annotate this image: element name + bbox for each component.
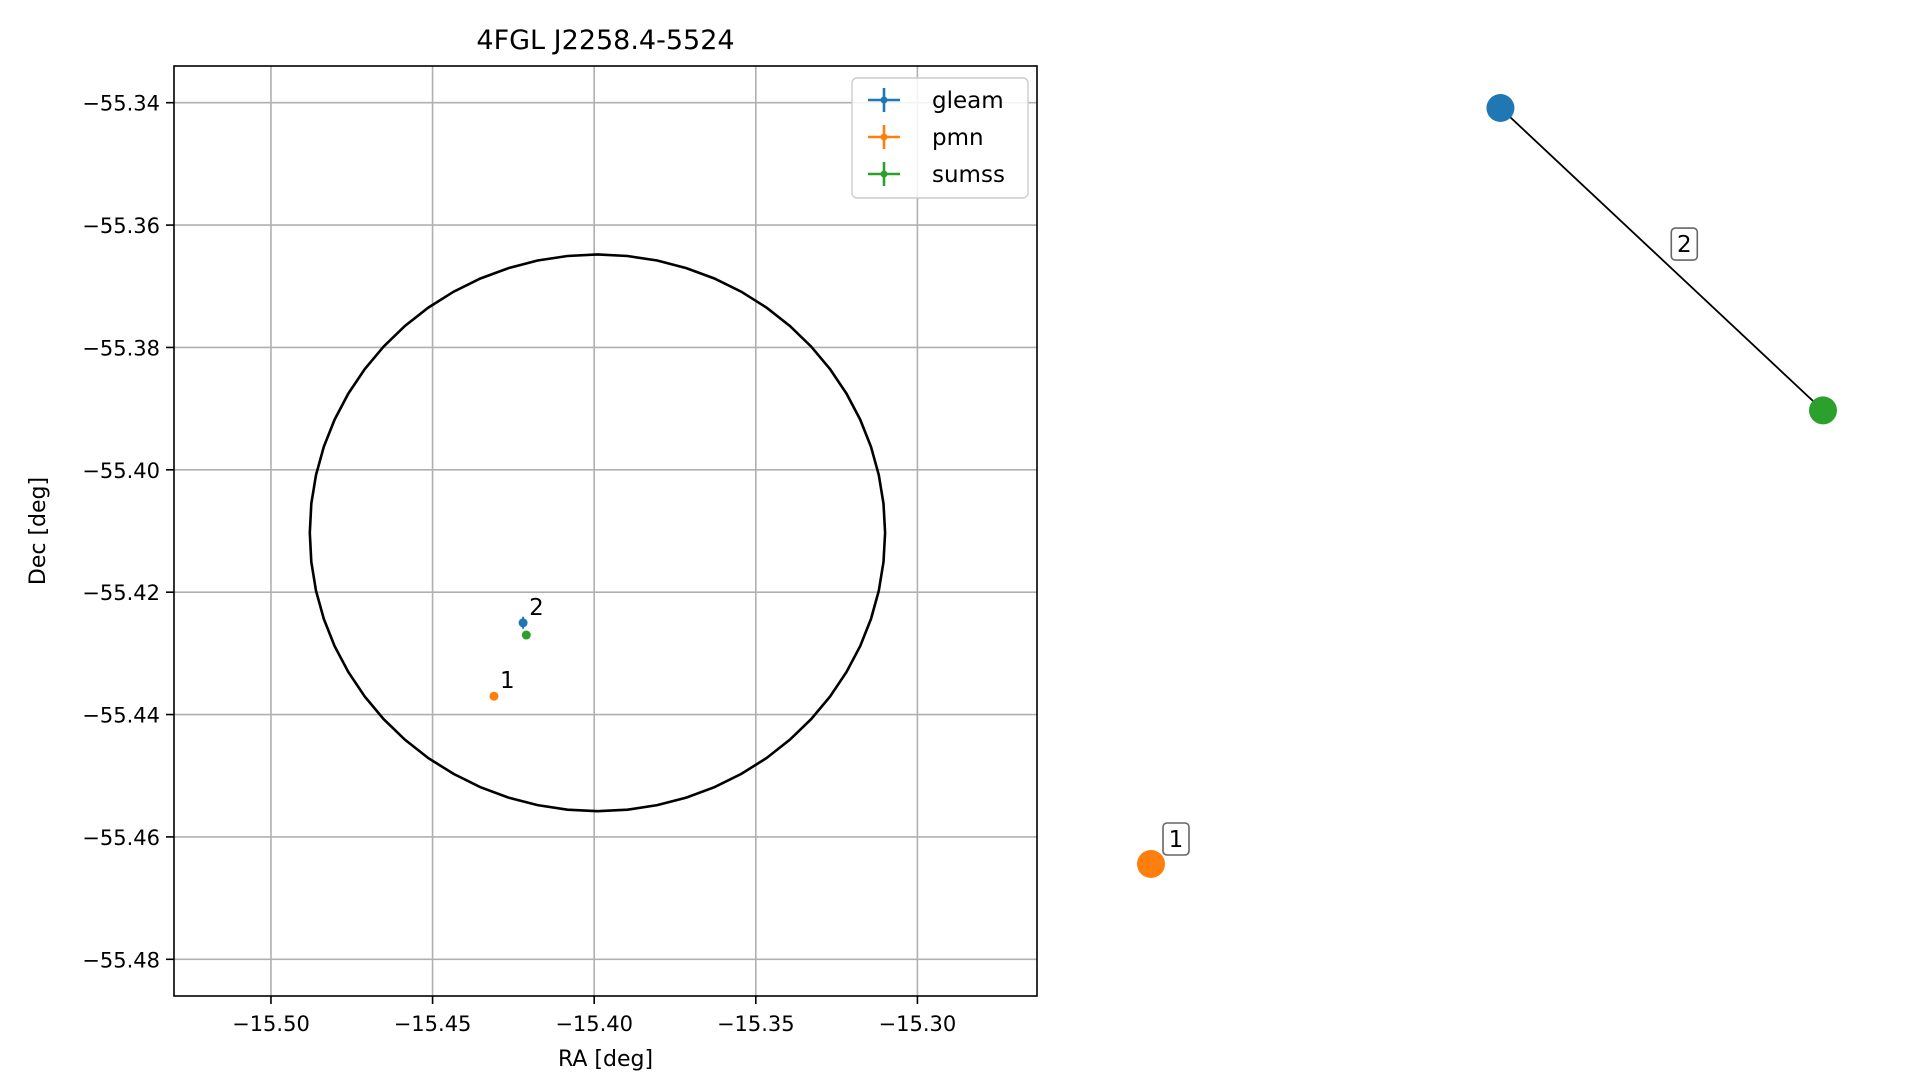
- annotation-layer: 12: [500, 595, 544, 694]
- y-tick-label: −55.44: [82, 704, 160, 728]
- edge-gleam-sumss: [1499, 107, 1824, 412]
- point-sumss: [521, 630, 531, 640]
- grid-layer: [174, 66, 1037, 996]
- points-layer: [489, 616, 531, 701]
- y-tick-label: −55.46: [82, 826, 160, 850]
- x-tick-label: −15.40: [555, 1012, 633, 1036]
- y-tick-label: −55.34: [82, 92, 160, 116]
- y-tick-label: −55.40: [82, 459, 160, 483]
- marker-pmn: [489, 691, 499, 701]
- scatter-panel: 12 −15.50 −15.45 −15.40 −15.35 −15.30 −55.34…: [26, 25, 1038, 1072]
- node-sumss: [1809, 396, 1837, 425]
- x-ticks: −15.50 −15.45 −15.40 −15.35 −15.30: [232, 996, 956, 1036]
- label-box: [1670, 227, 1699, 261]
- x-tick-label: −15.30: [879, 1012, 957, 1036]
- node-pmn: [1137, 850, 1165, 878]
- label-box: [1162, 822, 1190, 856]
- legend-marker: [880, 170, 888, 178]
- legend-entry-sumss: sumss: [868, 162, 1005, 188]
- y-tick-label: −55.48: [82, 948, 160, 972]
- point-gleam: [518, 616, 528, 629]
- y-ticks: −55.34 −55.36 −55.38 −55.40 −55.42 −55.44 −55.…: [82, 92, 174, 972]
- node-gleam: [1486, 94, 1515, 122]
- x-tick-label: −15.45: [394, 1012, 472, 1036]
- chart-title: 4FGL J2258.4-5524: [476, 25, 734, 56]
- point-pmn: [489, 691, 499, 701]
- x-axis-label: RA [deg]: [558, 1047, 653, 1072]
- label-text: 1: [1169, 827, 1184, 853]
- point-annotation: 1: [500, 668, 515, 694]
- network-panel: 21: [1137, 94, 1837, 878]
- marker-sumss: [521, 630, 531, 640]
- legend-marker: [880, 133, 888, 141]
- point-annotation: 2: [529, 595, 544, 621]
- legend-marker: [880, 96, 888, 104]
- marker-gleam: [518, 618, 528, 628]
- label-text: 2: [1677, 232, 1692, 258]
- node-label: 1: [1162, 822, 1190, 856]
- legend-box: [851, 77, 1029, 199]
- edge-label: 2: [1670, 227, 1699, 261]
- legend-label: sumss: [932, 162, 1005, 188]
- network-label-layer: 21: [1162, 227, 1699, 856]
- x-tick-label: −15.35: [717, 1012, 795, 1036]
- node-layer: [1137, 94, 1837, 878]
- axes-frame: [173, 65, 1038, 997]
- edge-layer: [1499, 107, 1824, 412]
- legend-label: pmn: [932, 125, 984, 151]
- y-tick-label: −55.36: [82, 214, 160, 238]
- legend: gleam pmn sumss: [851, 77, 1029, 199]
- y-tick-label: −55.38: [82, 336, 160, 360]
- x-tick-label: −15.50: [232, 1012, 310, 1036]
- uncertainty-ellipse-layer: [308, 253, 887, 813]
- legend-entry-pmn: pmn: [868, 125, 984, 151]
- y-tick-label: −55.42: [82, 581, 160, 605]
- y-axis-label: Dec [deg]: [26, 477, 51, 585]
- uncertainty-ellipse: [308, 253, 887, 813]
- legend-label: gleam: [932, 88, 1004, 114]
- legend-entry-gleam: gleam: [868, 88, 1004, 114]
